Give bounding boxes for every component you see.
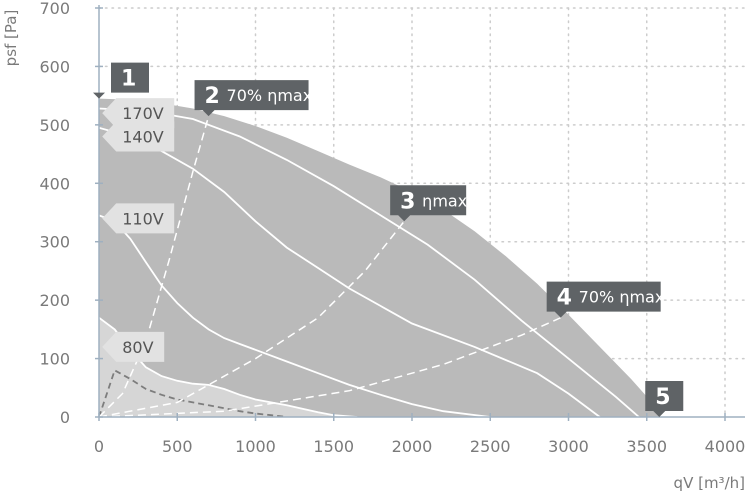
x-tick-label: 4000 bbox=[705, 437, 746, 456]
callout-number: 3 bbox=[400, 189, 415, 214]
x-tick-label: 2000 bbox=[392, 437, 433, 456]
callout-number: 4 bbox=[557, 286, 572, 311]
callout-2: 2 70% ηmax bbox=[194, 80, 313, 117]
voltage-label-text: 140V bbox=[122, 128, 164, 147]
callout-number: 5 bbox=[655, 385, 670, 410]
voltage-label-80v: 80V bbox=[102, 331, 165, 362]
voltage-label-bg bbox=[102, 203, 175, 234]
callout-1: 1 bbox=[93, 62, 149, 99]
y-axis-title: psf [Pa] bbox=[2, 10, 20, 67]
callout-label: ηmax bbox=[422, 191, 467, 210]
x-tick-label: 3000 bbox=[548, 437, 589, 456]
x-tick-label: 500 bbox=[162, 437, 193, 456]
efficiency-line-1 bbox=[98, 115, 210, 418]
callout-bg bbox=[645, 381, 684, 417]
y-tick-label: 500 bbox=[39, 116, 70, 135]
series-line-170v bbox=[98, 107, 640, 418]
y-tick-label: 100 bbox=[39, 350, 70, 369]
callout-label: 70% ηmax bbox=[227, 86, 313, 105]
operating-area bbox=[99, 98, 660, 417]
voltage-labels: 170V 140V 110V 80V bbox=[102, 98, 175, 362]
y-tick-label: 200 bbox=[39, 291, 70, 310]
efficiency-line-2 bbox=[98, 220, 405, 418]
y-tick-label: 0 bbox=[60, 408, 70, 427]
x-tick-label: 3500 bbox=[626, 437, 667, 456]
y-tick-label: 600 bbox=[39, 57, 70, 76]
callout-bg bbox=[390, 185, 467, 222]
callout-5: 5 bbox=[645, 381, 684, 417]
callout-bg bbox=[546, 281, 661, 318]
efficiency-curves bbox=[98, 115, 562, 418]
callout-bg bbox=[194, 80, 309, 117]
y-tick-label: 300 bbox=[39, 233, 70, 252]
x-tick-label: 0 bbox=[94, 437, 104, 456]
voltage-label-text: 80V bbox=[122, 338, 153, 357]
x-tick-label: 2500 bbox=[470, 437, 511, 456]
callout-bg bbox=[93, 62, 149, 99]
callout-number: 1 bbox=[121, 67, 136, 92]
efficiency-line-3 bbox=[98, 317, 562, 418]
x-axis-title: qV [m³/h] bbox=[674, 474, 745, 492]
voltage-label-bg bbox=[102, 98, 175, 129]
series-line-140v bbox=[98, 126, 601, 418]
x-tick-label: 1000 bbox=[235, 437, 276, 456]
axes: 0 500 1000 1500 2000 2500 3000 3500 400001002003… bbox=[39, 0, 745, 456]
voltage-label-text: 170V bbox=[122, 104, 164, 123]
voltage-label-140v: 140V bbox=[102, 121, 175, 152]
voltage-label-110v: 110V bbox=[102, 203, 175, 234]
series-line-min-speed bbox=[98, 368, 287, 418]
callout-4: 4 70% ηmax bbox=[546, 281, 665, 318]
callout-label: 70% ηmax bbox=[579, 288, 665, 307]
callouts: 1 2 70% ηmax 3 ηmax 4 70% ηmax 5 bbox=[93, 62, 684, 417]
callout-number: 2 bbox=[205, 84, 220, 109]
y-tick-label: 400 bbox=[39, 174, 70, 193]
speed-curves bbox=[98, 107, 640, 418]
x-tick-label: 1500 bbox=[313, 437, 354, 456]
low-speed-area bbox=[99, 317, 358, 417]
series-line-110v bbox=[98, 214, 491, 418]
callout-3: 3 ηmax bbox=[390, 185, 467, 222]
voltage-label-170v: 170V bbox=[102, 98, 175, 129]
voltage-label-bg bbox=[102, 121, 175, 152]
voltage-label-bg bbox=[102, 331, 165, 362]
voltage-label-text: 110V bbox=[122, 209, 164, 228]
envelope-area bbox=[99, 98, 660, 417]
y-tick-label: 700 bbox=[39, 0, 70, 18]
